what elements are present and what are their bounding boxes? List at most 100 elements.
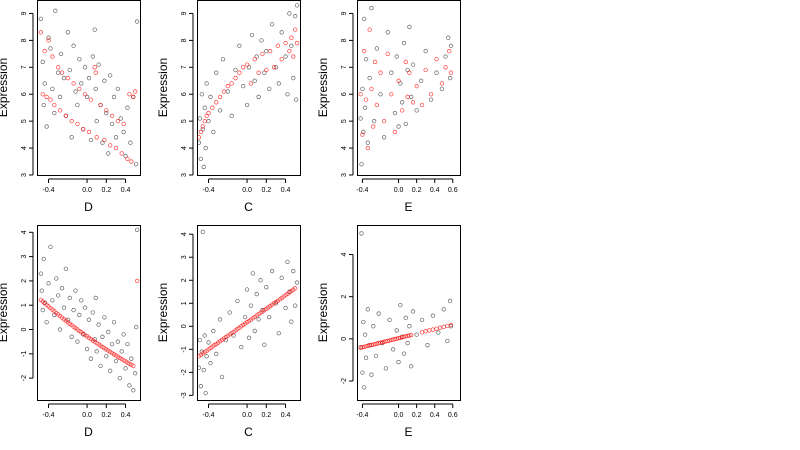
data-point <box>394 328 399 333</box>
plot-frame <box>37 225 141 401</box>
data-point <box>383 366 389 371</box>
data-point <box>119 349 124 354</box>
data-point <box>96 62 101 67</box>
y-tick-label: 3 <box>21 255 28 259</box>
y-tick-label: 3 <box>181 255 188 259</box>
data-point <box>400 100 405 105</box>
x-tick-label: 0.2 <box>101 187 111 194</box>
y-tick-label: 4 <box>21 146 28 150</box>
x-tick-label: 0.4 <box>121 412 131 419</box>
data-point <box>279 30 284 35</box>
fitted-point <box>94 135 99 140</box>
fitted-point <box>225 84 230 89</box>
data-point <box>244 102 250 108</box>
fitted-point <box>248 81 254 86</box>
fitted-point <box>389 92 394 97</box>
data-point <box>63 266 69 271</box>
data-point <box>423 49 428 54</box>
fitted-point <box>121 121 126 126</box>
data-point <box>69 135 74 140</box>
data-point <box>430 313 436 318</box>
data-point <box>254 291 259 297</box>
data-point <box>285 92 290 97</box>
data-point <box>396 124 401 129</box>
y-axis-title: Expression <box>156 283 170 342</box>
data-point <box>118 116 123 121</box>
x-tick-label: -0.4 <box>43 187 55 194</box>
fitted-point <box>40 92 45 97</box>
fitted-point <box>369 86 374 91</box>
data-point <box>441 307 446 312</box>
fitted-point <box>75 121 80 126</box>
y-tick-label: 3 <box>181 173 188 177</box>
fitted-point <box>374 102 380 108</box>
fitted-point <box>50 54 55 59</box>
y-tick-label: 8 <box>341 38 348 42</box>
chart-panels: -0.4 0.0 0.2 0.4 3 4 5 6 7 8 9 D Expression -0.4 0.0 0.… <box>0 0 461 439</box>
data-point <box>363 57 369 62</box>
data-point <box>134 227 140 233</box>
fitted-point <box>210 105 215 110</box>
data-point <box>88 356 94 361</box>
data-point <box>86 317 92 322</box>
data-point <box>407 324 412 329</box>
data-points <box>38 227 140 393</box>
data-point <box>242 314 248 320</box>
data-point <box>264 285 269 290</box>
data-point <box>203 145 208 151</box>
fitted-point <box>57 108 63 113</box>
fitted-point <box>407 70 412 75</box>
y-tick-label: 5 <box>341 119 348 123</box>
data-point <box>387 317 392 323</box>
data-point <box>100 334 105 339</box>
data-point <box>93 86 98 91</box>
data-point <box>248 303 254 308</box>
fitted-point <box>206 110 211 116</box>
data-point <box>362 385 367 390</box>
y-tick-label: -1 <box>181 346 188 352</box>
data-point <box>410 309 416 314</box>
y-tick-label: 5 <box>21 119 28 123</box>
scatter-panel: -0.4 0.0 0.2 0.4 0.6 3 4 5 6 7 8 9 E Expression <box>316 0 461 214</box>
data-points <box>197 229 300 396</box>
data-point <box>372 119 377 124</box>
fitted-point <box>119 151 124 156</box>
data-point <box>90 310 95 315</box>
data-point <box>390 347 396 352</box>
fitted-point <box>44 94 49 100</box>
x-tick-label: 0.0 <box>394 412 404 419</box>
data-point <box>371 324 376 329</box>
fitted-point <box>403 59 408 65</box>
data-point <box>283 54 288 59</box>
fitted-point <box>69 119 74 124</box>
data-point <box>73 89 78 94</box>
fitted-point <box>367 27 372 32</box>
data-point <box>362 332 368 337</box>
fitted-point <box>287 49 292 54</box>
data-point <box>403 315 408 320</box>
data-point <box>38 16 44 21</box>
data-points <box>358 231 454 390</box>
data-point <box>237 43 242 48</box>
x-tick-label: 0.4 <box>281 412 291 419</box>
fitted-point <box>77 86 82 91</box>
data-point <box>53 8 58 13</box>
fitted-point <box>289 35 294 40</box>
data-point <box>133 162 139 167</box>
fitted-point <box>414 84 419 89</box>
data-point <box>285 259 290 264</box>
plot-frame <box>357 225 461 401</box>
data-point <box>378 92 383 97</box>
y-tick-label: 1 <box>181 301 188 305</box>
fitted-point <box>38 30 44 35</box>
data-point <box>202 333 207 338</box>
data-point <box>289 43 294 48</box>
fitted-point <box>371 124 376 129</box>
x-tick-label: -0.4 <box>356 187 368 194</box>
fitted-point <box>293 286 298 291</box>
y-tick-label: 1 <box>21 303 28 307</box>
scatter-panel: -0.4 0.0 0.2 0.4 3 4 5 6 7 8 9 C Expression <box>156 0 301 214</box>
fitted-point <box>56 65 61 70</box>
fitted-point <box>229 81 234 86</box>
data-point <box>439 86 445 91</box>
